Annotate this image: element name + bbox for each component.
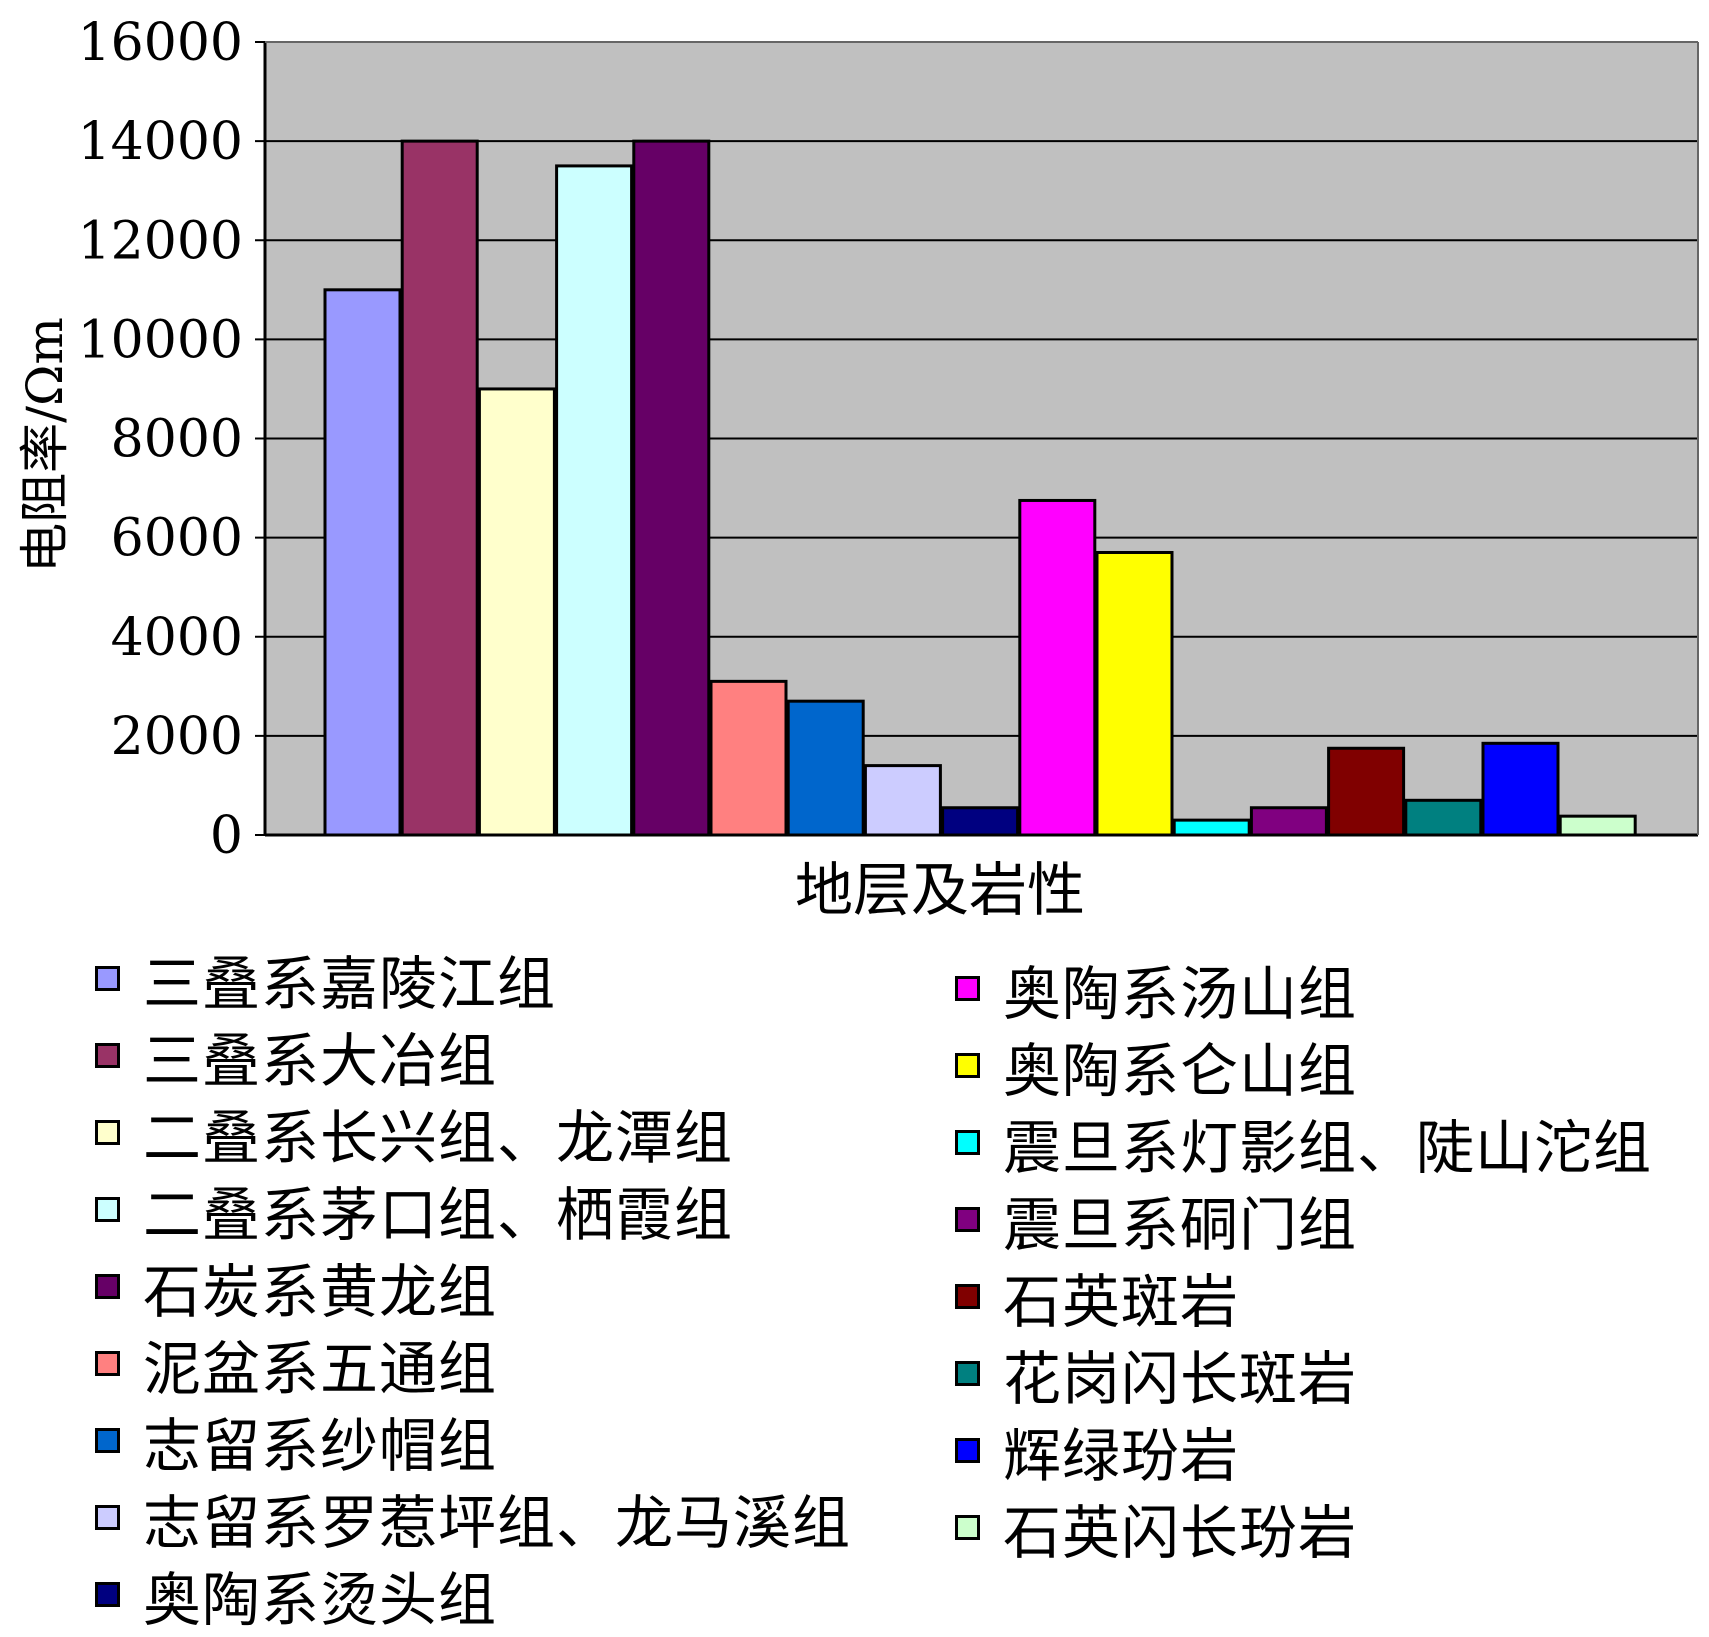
legend-entry: 志留系纱帽组 [95, 1402, 851, 1480]
bar [1481, 741, 1560, 837]
legend-swatch [955, 1130, 980, 1155]
legend-swatch [95, 1582, 120, 1607]
legend-label: 志留系罗惹坪组、龙马溪组 [143, 1488, 852, 1557]
legend-label: 三叠系大冶组 [143, 1026, 498, 1095]
bar [1018, 498, 1097, 837]
y-tick-label: 14000 [78, 112, 243, 172]
y-axis: 0 2000 4000 6000 8000 10000 12000 14000 16000 [78, 13, 1699, 866]
bar [1249, 806, 1328, 837]
legend-entry: 三叠系嘉陵江组 [95, 940, 851, 1018]
legend-label: 辉绿玢岩 [1003, 1421, 1240, 1490]
legend-label: 石英斑岩 [1003, 1267, 1240, 1336]
legend-swatch [95, 1120, 120, 1145]
legend-label: 震旦系灯影组、陡山沱组 [1003, 1113, 1653, 1182]
bar [1558, 814, 1637, 837]
y-tick-label: 4000 [111, 608, 243, 668]
legend-right-column: 奥陶系汤山组 奥陶系仑山组震旦系灯影组、陡山沱组 震旦系硐门组 石英斑岩花岗闪长斑岩辉… [955, 950, 1652, 1567]
y-tick-label: 6000 [111, 509, 243, 569]
legend-entry: 泥盆系五通组 [95, 1325, 851, 1403]
legend-swatch [95, 1197, 120, 1222]
legend-label: 奥陶系仑山组 [1003, 1036, 1358, 1105]
legend-entry: 志留系罗惹坪组、龙马溪组 [95, 1479, 851, 1557]
legend-swatch [955, 1361, 980, 1386]
bar [400, 139, 479, 837]
x-axis-label: 地层及岩性 [795, 856, 1085, 924]
bars [323, 139, 1637, 837]
legend-label: 震旦系硐门组 [1003, 1190, 1358, 1259]
bar [555, 164, 634, 837]
legend-swatch [95, 1505, 120, 1530]
legend-label: 石英闪长玢岩 [1003, 1498, 1358, 1567]
legend-swatch [955, 1515, 980, 1540]
legend-swatch [95, 966, 120, 991]
legend-swatch [95, 1428, 120, 1453]
legend-entry: 石英闪长玢岩 [955, 1489, 1652, 1567]
bar [1172, 818, 1251, 837]
legend-entry: 三叠系大冶组 [95, 1017, 851, 1095]
legend-label: 泥盆系五通组 [143, 1334, 498, 1403]
y-tick-label: 8000 [111, 410, 243, 470]
legend-entry: 石英斑岩 [955, 1258, 1652, 1336]
legend-label: 花岗闪长斑岩 [1003, 1344, 1358, 1413]
legend-swatch [955, 1284, 980, 1309]
legend-label: 二叠系茅口组、栖霞组 [143, 1180, 734, 1249]
bar [941, 806, 1020, 837]
bar [1404, 798, 1483, 837]
legend-entry: 辉绿玢岩 [955, 1412, 1652, 1490]
bar [477, 387, 556, 837]
legend-swatch [955, 1438, 980, 1463]
y-tick-label: 2000 [111, 707, 243, 767]
legend-swatch [95, 1351, 120, 1376]
legend-swatch [95, 1043, 120, 1068]
bar [632, 139, 711, 837]
legend-entry: 震旦系硐门组 [955, 1181, 1652, 1259]
bar [786, 699, 865, 837]
legend-label: 志留系纱帽组 [143, 1411, 498, 1480]
y-axis-label: 电阻率/Ωm [16, 317, 74, 573]
bar-chart: 0 2000 4000 6000 8000 10000 12000 14000 16000 电阻… [16, 13, 1699, 924]
legend-entry: 震旦系灯影组、陡山沱组 [955, 1104, 1652, 1182]
legend-entry: 奥陶系仑山组 [955, 1027, 1652, 1105]
bar [709, 679, 788, 837]
bar [1327, 746, 1406, 837]
legend-entry: 奥陶系烫头组 [95, 1556, 851, 1634]
legend-label: 奥陶系烫头组 [143, 1565, 498, 1634]
legend-swatch [955, 976, 980, 1001]
bar [323, 288, 402, 837]
legend-entry: 奥陶系汤山组 [955, 950, 1652, 1028]
bar [863, 764, 942, 837]
legend-label: 奥陶系汤山组 [1003, 959, 1358, 1028]
legend-label: 石炭系黄龙组 [143, 1257, 498, 1326]
legend-entry: 花岗闪长斑岩 [955, 1335, 1652, 1413]
legend-entry: 二叠系长兴组、龙潭组 [95, 1094, 851, 1172]
y-tick-label: 0 [210, 806, 243, 866]
legend-swatch [95, 1274, 120, 1299]
legend-label: 二叠系长兴组、龙潭组 [143, 1103, 734, 1172]
y-tick-label: 10000 [78, 310, 243, 370]
legend-label: 三叠系嘉陵江组 [143, 949, 557, 1018]
y-tick-label: 16000 [78, 13, 243, 73]
legend-swatch [955, 1207, 980, 1232]
y-tick-label: 12000 [78, 211, 243, 271]
legend-entry: 石炭系黄龙组 [95, 1248, 851, 1326]
legend-left-column: 三叠系嘉陵江组 三叠系大冶组二叠系长兴组、龙潭组 二叠系茅口组、栖霞组 石炭系黄龙组泥… [95, 940, 851, 1634]
legend-swatch [955, 1053, 980, 1078]
bar [1095, 550, 1174, 837]
legend-entry: 二叠系茅口组、栖霞组 [95, 1171, 851, 1249]
